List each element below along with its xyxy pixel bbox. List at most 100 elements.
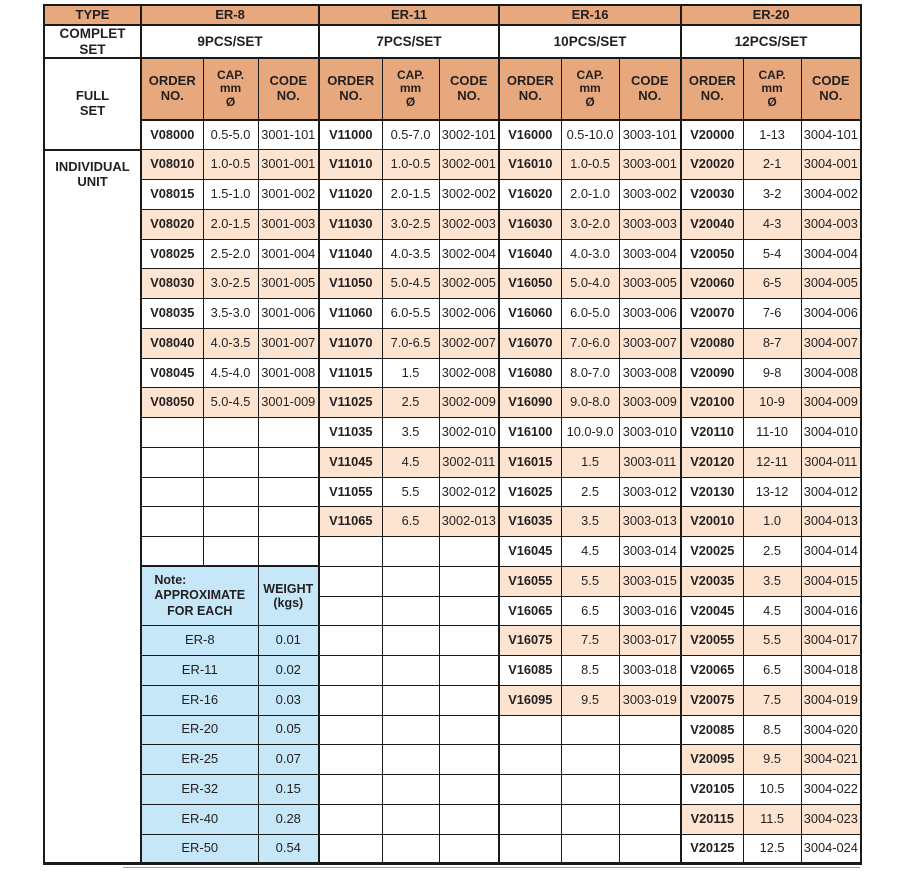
er16-order-cell: V16050 <box>498 268 562 300</box>
er11-code-cell: 3002-002 <box>438 179 500 210</box>
er11-code-cell: 3002-008 <box>438 357 500 389</box>
er16-cap-header: CAP. mm Ø <box>560 57 620 122</box>
er11-empty-cell <box>438 774 500 805</box>
er20-order-cell: V20020 <box>680 149 744 181</box>
er16-order-cell: V16080 <box>498 357 562 389</box>
er8-cap-cell: 2.0-1.5 <box>202 208 259 240</box>
er11-cap-cell: 6.0-5.5 <box>381 298 440 329</box>
er20-order-cell: V20110 <box>680 417 744 448</box>
er16-cap-cell: 9.5 <box>560 684 620 716</box>
er20-code-cell: 3004-006 <box>800 298 862 329</box>
er16-code-cell: 3003-008 <box>618 357 682 389</box>
table-row: ER-32 0.15 V20105 10.5 3004-022 <box>44 774 862 805</box>
er11-cap-cell: 3.5 <box>381 417 440 448</box>
er16-cap-cell: 2.0-1.0 <box>560 179 620 210</box>
table-row: V16065 6.5 3003-016 V20045 4.5 3004-016 <box>44 595 862 627</box>
er20-code-cell: 3004-013 <box>800 506 862 538</box>
er16-code-cell: 3003-009 <box>618 387 682 419</box>
er11-order-cell: V11050 <box>318 268 383 300</box>
er16-code-cell: 3003-002 <box>618 179 682 210</box>
er20-cap-cell: 7-6 <box>742 298 802 329</box>
table-row: V11055 5.5 3002-012 V16025 2.5 3003-012 V20130… <box>44 476 862 508</box>
er11-order-cell: V11020 <box>318 179 383 210</box>
er16-order-cell: V16020 <box>498 179 562 210</box>
er20-cap-cell: 6.5 <box>742 655 802 686</box>
er8-cap-cell: 5.0-4.5 <box>202 387 259 419</box>
er16-order-cell: V16030 <box>498 208 562 240</box>
table-row: V08050 5.0-4.5 3001-009 V11025 2.5 3002-009 V1… <box>44 387 862 419</box>
note-weight-cell: 0.28 <box>257 803 320 835</box>
er11-empty-cell <box>381 536 440 567</box>
er11-empty-cell <box>381 655 440 686</box>
note-weight-cell: 0.54 <box>257 833 320 865</box>
er20-code-cell: 3004-019 <box>800 684 862 716</box>
table-row: V08020 2.0-1.5 3001-003 V11030 3.0-2.5 3002-0… <box>44 208 862 240</box>
er20-cap-cell: 10.5 <box>742 774 802 805</box>
er8-code-cell: 3001-001 <box>257 149 320 181</box>
table-row: V08025 2.5-2.0 3001-004 V11040 4.0-3.5 3002-0… <box>44 238 862 270</box>
er8-code-header: CODE NO. <box>257 57 320 122</box>
er20-code-cell: 3004-008 <box>800 357 862 389</box>
er20-code-header: CODE NO. <box>800 57 862 122</box>
er11-code-cell: 3002-013 <box>438 506 500 538</box>
er20-code-cell: 3004-010 <box>800 417 862 448</box>
table-row: V11045 4.5 3002-011 V16015 1.5 3003-011 V20120… <box>44 446 862 478</box>
er8-code-cell: 3001-007 <box>257 327 320 359</box>
er11-empty-cell <box>438 684 500 716</box>
er16-cap-cell: 4.5 <box>560 536 620 567</box>
table-row: V08035 3.5-3.0 3001-006 V11060 6.0-5.5 3002-0… <box>44 298 862 329</box>
er8-code-cell: 3001-009 <box>257 387 320 419</box>
er11-order-cell: V11030 <box>318 208 383 240</box>
set-count-er11: 7PCS/SET <box>318 24 500 60</box>
er16-order-cell: V16060 <box>498 298 562 329</box>
er8-empty-cell <box>140 506 204 538</box>
table-row: INDIVIDUAL UNIT V08010 1.0-0.5 3001-001 V110… <box>43 149 862 865</box>
er20-code-cell: 3004-005 <box>800 268 862 300</box>
er20-cap-cell: 7.5 <box>742 684 802 716</box>
complet-set-label: COMPLET SET <box>43 24 142 60</box>
er8-code-cell: 3001-003 <box>257 208 320 240</box>
note-type-cell: ER-40 <box>140 803 259 835</box>
er20-cap-header: CAP. mm Ø <box>742 57 802 122</box>
note-weight-header-cell: WEIGHT (kgs) <box>257 565 320 627</box>
er8-order-cell: V08035 <box>140 298 204 329</box>
er20-code-cell: 3004-020 <box>800 714 862 746</box>
er16-empty-cell <box>618 714 682 746</box>
er16-order-cell: V16010 <box>498 149 562 181</box>
er8-cap-cell: 2.5-2.0 <box>202 238 259 270</box>
er8-order-cell: V08025 <box>140 238 204 270</box>
er11-empty-cell <box>318 655 383 686</box>
er20-cap-cell: 12-11 <box>742 446 802 478</box>
er20-code-cell: 3004-002 <box>800 179 862 210</box>
er11-cap-cell: 5.0-4.5 <box>381 268 440 300</box>
er11-code-cell: 3002-009 <box>438 387 500 419</box>
type-label: TYPE <box>43 4 142 26</box>
er8-code-cell: 3001-006 <box>257 298 320 329</box>
er11-empty-cell <box>318 565 383 597</box>
er11-cap-cell: 4.0-3.5 <box>381 238 440 270</box>
complet-set-row: COMPLET SET 9PCS/SET 7PCS/SET 10PCS/SET … <box>43 24 862 60</box>
er20-cap-cell: 11.5 <box>742 803 802 835</box>
er20-order-cell: V20060 <box>680 268 744 300</box>
er20-order-cell: V20000 <box>680 119 744 151</box>
er11-empty-cell <box>318 714 383 746</box>
er16-code-cell: 3003-003 <box>618 208 682 240</box>
er11-code-cell: 3002-001 <box>438 149 500 181</box>
er11-empty-cell <box>381 833 440 865</box>
er8-empty-cell <box>140 476 204 508</box>
er16-order-cell: V16100 <box>498 417 562 448</box>
er16-cap-cell: 8.5 <box>560 655 620 686</box>
er11-order-cell: V11040 <box>318 238 383 270</box>
er20-order-header: ORDER NO. <box>680 57 744 122</box>
table-row: ER-11 0.02 V16085 8.5 3003-018 V20065 6.5 3004-… <box>44 655 862 686</box>
er16-order-cell: V16070 <box>498 327 562 359</box>
er8-empty-cell <box>140 446 204 478</box>
er8-order-header: ORDER NO. <box>140 57 204 122</box>
er16-code-cell: 3003-012 <box>618 476 682 508</box>
er16-code-cell: 3003-101 <box>618 119 682 151</box>
er20-code-cell: 3004-001 <box>800 149 862 181</box>
er8-code-cell: 3001-008 <box>257 357 320 389</box>
er16-order-header: ORDER NO. <box>498 57 562 122</box>
er11-empty-cell <box>438 833 500 865</box>
er11-order-cell: V11060 <box>318 298 383 329</box>
